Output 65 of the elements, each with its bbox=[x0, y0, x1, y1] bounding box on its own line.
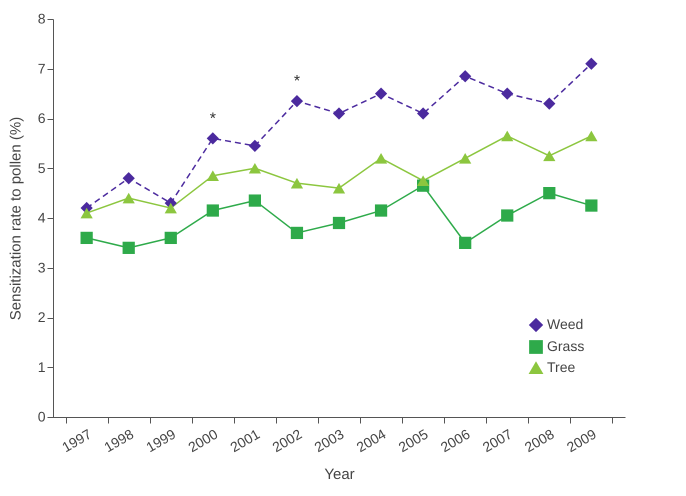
x-tick-label: 2003 bbox=[312, 426, 347, 456]
point bbox=[543, 187, 556, 200]
y-tick-label: 6 bbox=[38, 110, 46, 126]
point bbox=[332, 182, 346, 194]
point bbox=[248, 162, 262, 174]
x-tick-label: 2002 bbox=[269, 426, 305, 456]
point bbox=[164, 202, 177, 214]
point bbox=[459, 70, 472, 82]
x-tick-label: 2006 bbox=[438, 426, 473, 456]
point bbox=[80, 208, 93, 218]
x-tick-label: 2007 bbox=[480, 426, 515, 456]
legend-label: Grass bbox=[547, 338, 584, 354]
point bbox=[290, 178, 304, 188]
x-tick-label: 2004 bbox=[354, 426, 389, 456]
y-tick-label: 2 bbox=[38, 309, 46, 325]
point bbox=[206, 132, 219, 145]
point bbox=[374, 204, 388, 217]
x-tick-label: 1997 bbox=[59, 426, 94, 456]
point bbox=[80, 232, 93, 244]
point bbox=[248, 140, 262, 152]
point bbox=[459, 152, 472, 164]
point bbox=[290, 226, 304, 240]
point bbox=[332, 216, 346, 230]
point bbox=[585, 199, 598, 212]
point bbox=[501, 130, 514, 142]
point bbox=[585, 58, 598, 70]
point bbox=[248, 194, 262, 207]
x-axis-title: Year bbox=[324, 466, 355, 484]
y-tick-label: 8 bbox=[38, 10, 46, 26]
y-tick-label: 5 bbox=[38, 160, 46, 176]
point bbox=[585, 130, 598, 142]
point bbox=[543, 150, 556, 162]
y-tick-label: 1 bbox=[38, 358, 46, 375]
point bbox=[122, 242, 135, 254]
point bbox=[122, 172, 135, 184]
point bbox=[459, 236, 472, 249]
x-tick-label: 2005 bbox=[396, 426, 431, 456]
point bbox=[416, 175, 430, 186]
x-tick-label: 2009 bbox=[564, 426, 600, 456]
x-tick-label: 2000 bbox=[185, 426, 220, 456]
point bbox=[374, 88, 388, 100]
point bbox=[206, 170, 219, 182]
point bbox=[543, 97, 556, 110]
x-tick-label: 1998 bbox=[101, 426, 136, 456]
point bbox=[164, 232, 177, 244]
legend-label: Weed bbox=[547, 316, 584, 332]
point bbox=[206, 204, 219, 217]
x-tick-label: 2008 bbox=[522, 426, 557, 456]
point bbox=[501, 88, 514, 100]
legend-label: Tree bbox=[547, 359, 576, 375]
point bbox=[374, 152, 388, 164]
point bbox=[290, 94, 304, 108]
annotation: * bbox=[294, 73, 300, 90]
y-tick-label: 7 bbox=[38, 60, 46, 76]
y-tick-label: 3 bbox=[38, 259, 46, 276]
y-tick-label: 0 bbox=[38, 408, 46, 424]
y-tick-label: 4 bbox=[38, 210, 46, 226]
x-tick-label: 2001 bbox=[227, 426, 263, 456]
x-tick-label: 1999 bbox=[143, 426, 178, 456]
point bbox=[122, 192, 135, 204]
y-axis-title: Sensitization rate to pollen (%) bbox=[8, 116, 25, 320]
point bbox=[501, 209, 514, 222]
annotation: * bbox=[210, 110, 216, 128]
point bbox=[416, 107, 430, 120]
point bbox=[332, 107, 346, 120]
